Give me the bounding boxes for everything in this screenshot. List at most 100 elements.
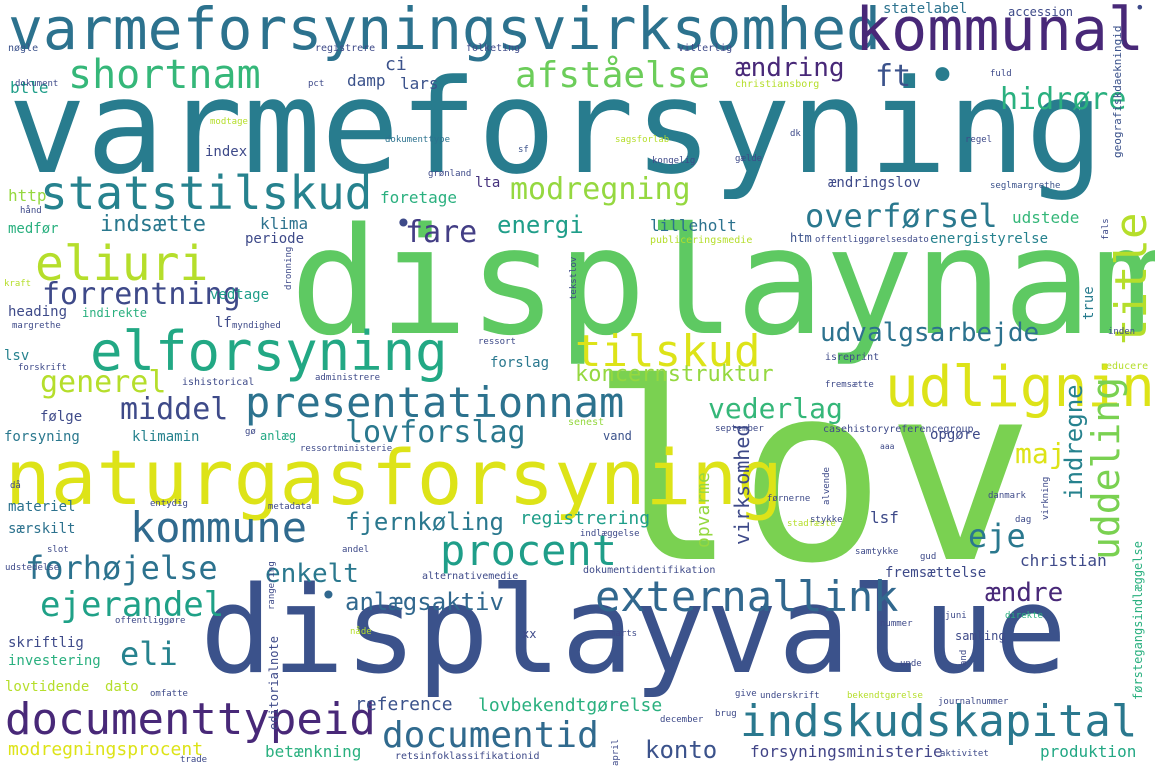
word-accession: accession	[1008, 5, 1074, 19]
word-forskrift: forskrift	[18, 363, 67, 373]
word-regel: regel	[965, 135, 993, 145]
word-forsyningsministerie: forsyningsministerie	[750, 742, 943, 761]
word-seglmargrethe: seglmargrethe	[990, 181, 1061, 191]
word-ishistorical: ishistorical	[182, 377, 255, 388]
word-energistyrelse: energistyrelse	[930, 231, 1049, 247]
word-klimamin: klimamin	[132, 429, 200, 445]
word-tekstlov: tekstlov	[569, 256, 579, 300]
word-http: http	[8, 186, 47, 205]
word-lilleholt: lilleholt	[650, 216, 737, 235]
word-periode: periode	[245, 231, 305, 247]
word-energi: energi	[497, 211, 584, 239]
word-konto: konto	[645, 736, 718, 764]
word-nummer: nummer	[880, 619, 913, 629]
word-damp: damp	[347, 71, 386, 90]
word-sf: sf	[518, 145, 529, 155]
word-unde: unde	[900, 659, 922, 669]
word-eje: eje	[968, 517, 1026, 555]
word-elforsyning: elforsyning	[90, 320, 448, 383]
word-lovbekendtgørelse: lovbekendtgørelse	[478, 695, 663, 716]
word-vederlag: vederlag	[708, 392, 843, 425]
word-omfatte: omfatte	[150, 689, 188, 699]
word-lta: lta	[475, 175, 501, 191]
word-dokumenttype: dokumenttype	[385, 135, 451, 145]
word-hånd: hånd	[20, 206, 42, 216]
word-ci: ci	[385, 54, 407, 75]
word-folketing: folketing	[466, 43, 521, 54]
word-koncernstruktur: koncernstruktur	[575, 362, 774, 387]
word-gud: gud	[920, 552, 937, 562]
word-udligning: udligning	[885, 355, 1155, 420]
word-htm: htm	[790, 231, 812, 245]
word-generel: generel	[40, 365, 167, 400]
word-modregningsprocent: modregningsprocent	[8, 739, 204, 760]
word-forsyning: forsyning	[4, 429, 80, 445]
word-rangering: rangering	[267, 561, 277, 610]
word-xx: xx	[522, 627, 537, 641]
word-uddeling: uddeling	[1084, 376, 1128, 560]
word-brug: brug	[715, 709, 737, 719]
word-modtage: modtage	[210, 117, 248, 127]
word-varmeforsyningsvirksomhed: varmeforsyningsvirksomhed	[8, 0, 881, 63]
word-gælde: gælde	[735, 154, 763, 164]
word-virkning: virkning	[1041, 476, 1051, 520]
word-lsf: lsf	[870, 508, 899, 527]
word-udvalgsarbejde: udvalgsarbejde	[820, 318, 1040, 348]
word-produktion: produktion	[1040, 742, 1137, 761]
word-klima: klima	[260, 214, 309, 233]
word-april: april	[611, 738, 621, 766]
word-modregning: modregning	[510, 172, 691, 207]
word-lovforslag: lovforslag	[345, 415, 526, 450]
word-statelabel: statelabel	[883, 1, 968, 17]
word-casehistoryreferencegroup: casehistoryreferencegroup	[823, 424, 974, 435]
word-and: and	[959, 649, 969, 666]
word-metadata: metadata	[268, 502, 312, 512]
word-forrentning: forrentning	[42, 277, 241, 312]
word-ændring: ændring	[735, 53, 845, 83]
word-andel: andel	[342, 545, 370, 555]
word-maj: maj	[1015, 437, 1066, 470]
word-lov: lov	[590, 332, 1035, 618]
word-følge: følge	[40, 409, 83, 425]
word-nåde: nåde	[350, 627, 372, 637]
word-opgøre: opgøre	[930, 427, 981, 443]
word-opvarme: opvarme	[693, 472, 714, 548]
word-lovtidende: lovtidende	[5, 679, 90, 695]
word-index: index	[205, 144, 248, 160]
word-varmeforsyning: varmeforsyning	[8, 51, 1104, 203]
word-forslag: forslag	[490, 355, 550, 371]
word-displayvalue: displayvalue	[200, 562, 1067, 701]
word-førstegangsindlæggelse: førstegangsindlæggelse	[1131, 541, 1145, 700]
word-ændre: ændre	[985, 578, 1064, 608]
word-juni: juni	[945, 611, 967, 621]
word-gø: gø	[245, 427, 256, 437]
word-documentid: documentid	[382, 715, 599, 756]
word-ejerandel: ejerandel	[40, 585, 225, 625]
word-indirekte: indirekte	[82, 306, 148, 320]
word-alvende: alvende	[822, 467, 832, 505]
word-ressort: ressort	[478, 337, 516, 347]
word-udstede: udstede	[1012, 208, 1080, 227]
word-grønland: grønland	[428, 169, 472, 179]
word-fremsætte: fremsætte	[825, 380, 874, 390]
word-sagsforlab: sagsforlab	[615, 135, 670, 145]
word-dato: dato	[105, 679, 139, 695]
word-vedtage: vedtage	[210, 287, 270, 303]
word-underskrift: underskrift	[760, 691, 820, 701]
word-virksomhed: virksomhed	[730, 424, 754, 545]
word-senest: senest	[568, 417, 605, 428]
word-danmark: danmark	[988, 491, 1026, 501]
word-nøgle: nøgle	[8, 43, 39, 54]
word-true: true	[1081, 286, 1097, 320]
word-betænkning: betænkning	[265, 742, 362, 761]
word-anlægsaktiv: anlægsaktiv	[345, 588, 504, 616]
word-heading: heading	[8, 304, 68, 320]
word-ændringslov: ændringslov	[828, 175, 921, 191]
word-fremsættelse: fremsættelse	[885, 565, 987, 581]
word-administrere: administrere	[315, 373, 381, 383]
word-kraft: kraft	[4, 279, 32, 289]
word-marts: marts	[610, 629, 638, 639]
word-vand: vand	[603, 429, 632, 443]
word-ft: ft	[875, 59, 912, 94]
